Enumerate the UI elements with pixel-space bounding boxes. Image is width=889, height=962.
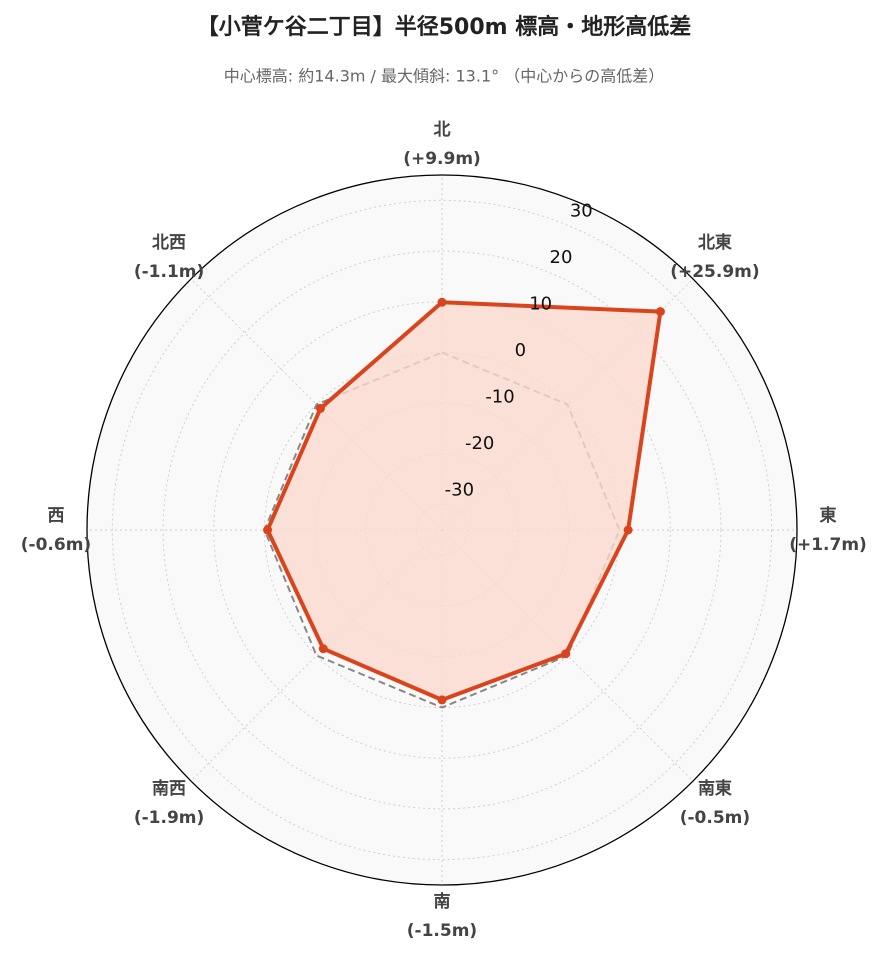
value-label: (+25.9m) — [670, 262, 759, 282]
data-point — [437, 297, 447, 307]
y-tick-label: -10 — [485, 386, 514, 407]
chart-subtitle: 中心標高: 約14.3m / 最大傾斜: 13.1° （中心からの高低差） — [224, 67, 664, 86]
y-tick-label: -30 — [445, 479, 474, 500]
y-tick-label: 10 — [529, 293, 552, 314]
value-label: (+1.7m) — [789, 535, 867, 555]
value-label: (-0.5m) — [680, 808, 750, 828]
category-label: 西 — [48, 506, 65, 526]
category-label: 南 — [434, 891, 451, 912]
data-point — [655, 307, 665, 317]
value-label: (-1.1m) — [134, 262, 204, 282]
y-tick-label: 30 — [570, 200, 593, 221]
grid-spoke — [441, 529, 694, 782]
category-label: 南西 — [152, 778, 186, 799]
grid-spoke — [190, 278, 443, 531]
category-label: 南東 — [698, 778, 732, 799]
data-point — [315, 403, 325, 413]
y-tick-label: 20 — [550, 247, 573, 268]
data-point — [318, 644, 328, 654]
category-label: 北東 — [698, 232, 732, 253]
grid-circle — [162, 250, 722, 810]
value-label: (-1.5m) — [407, 921, 477, 941]
value-label: (-0.6m) — [21, 535, 91, 555]
grid-spoke — [190, 529, 443, 782]
y-tick-label: 0 — [515, 340, 526, 361]
chart-title: 【小菅ケ谷二丁目】半径500m 標高・地形高低差 — [197, 14, 692, 40]
data-point — [437, 695, 447, 705]
value-label: (+9.9m) — [403, 149, 481, 169]
y-tick-label: -20 — [465, 433, 494, 454]
value-label: (-1.9m) — [134, 808, 204, 828]
data-point — [561, 649, 571, 659]
category-label: 北西 — [152, 233, 186, 253]
category-label: 東 — [820, 505, 837, 526]
data-point — [623, 525, 633, 535]
category-label: 北 — [434, 120, 451, 140]
outer-frame — [86, 174, 798, 886]
grid-circle — [111, 199, 773, 861]
data-point — [263, 525, 273, 535]
